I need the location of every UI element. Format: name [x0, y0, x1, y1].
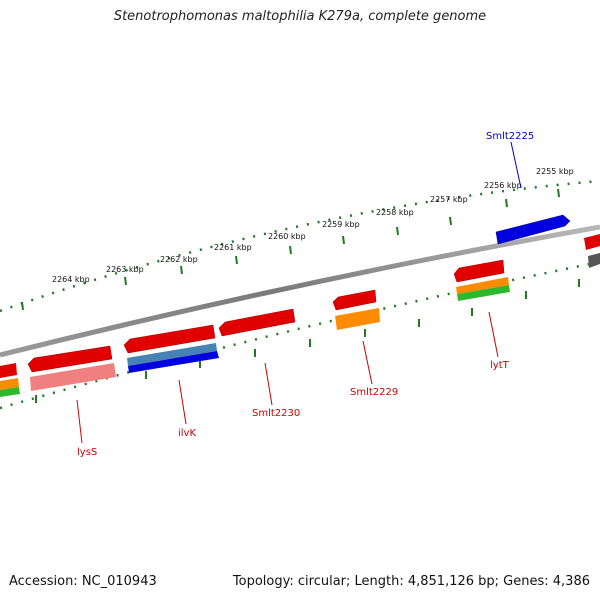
kbp-label-2264: 2264 kbp — [52, 275, 90, 284]
label-lytT[interactable]: lytT — [490, 360, 510, 371]
label-smlt2230[interactable]: Smlt2230 — [252, 408, 300, 419]
kbp-label-2255: 2255 kbp — [536, 167, 574, 176]
kbp-label-2261: 2261 kbp — [214, 243, 252, 252]
feature-ilvK-gene[interactable] — [127, 343, 217, 366]
label-smlt2229[interactable]: Smlt2229 — [350, 387, 398, 398]
feature-lytT-rna[interactable] — [457, 285, 510, 301]
feature-lysS-pseudo[interactable] — [30, 363, 116, 391]
feature-left-edge-gene[interactable] — [0, 378, 19, 390]
label-ilvK[interactable]: ilvK — [178, 428, 196, 439]
label-lysS[interactable]: lysS — [77, 447, 97, 458]
feature-smlt2229-gene[interactable] — [335, 308, 380, 330]
feature-lytT-gene[interactable] — [456, 277, 509, 294]
inner-ruler-ticks — [35, 279, 580, 403]
kbp-label-2258: 2258 kbp — [376, 208, 414, 217]
feature-left-edge-rna[interactable] — [0, 387, 20, 397]
feature-cds-right-edge[interactable] — [584, 234, 600, 250]
genome-backbone — [0, 224, 600, 358]
feature-smlt2229-cds[interactable] — [332, 289, 377, 311]
feature-smlt2230-cds[interactable] — [218, 308, 296, 337]
feature-left-edge-cds[interactable] — [0, 363, 17, 378]
kbp-label-2260: 2260 kbp — [268, 232, 306, 241]
topology-label: Topology: circular; Length: 4,851,126 bp… — [232, 574, 590, 589]
outer-ruler-ticks — [21, 188, 560, 311]
feature-ilvK-cds[interactable] — [123, 324, 216, 354]
kbp-label-2262: 2262 kbp — [160, 255, 198, 264]
kbp-label-2256: 2256 kbp — [484, 181, 522, 190]
label-smlt2225[interactable]: Smlt2225 — [486, 131, 534, 142]
accession-label: Accession: NC_010943 — [9, 574, 157, 589]
outer-ruler-arc — [0, 179, 600, 313]
feature-lytT-cds[interactable] — [453, 259, 505, 283]
kbp-label-2259: 2259 kbp — [322, 220, 360, 229]
map-title: Stenotrophomonas maltophilia K279a, comp… — [113, 9, 487, 24]
kbp-label-2263: 2263 kbp — [106, 265, 144, 274]
label-leaders — [76, 141, 522, 444]
feature-ilvK-selected[interactable] — [128, 351, 219, 373]
feature-right-edge-cds[interactable] — [588, 253, 600, 268]
feature-smlt2225-cds[interactable] — [495, 214, 571, 245]
feature-lysS-cds[interactable] — [27, 345, 113, 373]
kbp-label-2257: 2257 kbp — [430, 195, 468, 204]
